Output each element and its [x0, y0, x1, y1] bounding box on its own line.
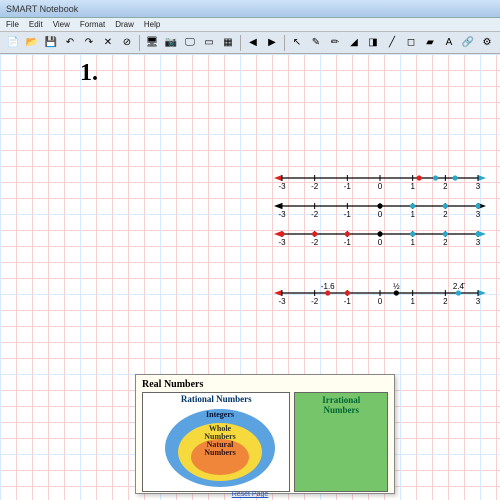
tool-line[interactable]: ╱: [383, 34, 401, 52]
real-numbers-diagram: Real Numbers Rational Numbers Integers W…: [135, 374, 395, 494]
natural-label: NaturalNumbers: [204, 441, 236, 458]
rational-column: Rational Numbers Integers WholeNumbers N…: [142, 392, 290, 492]
svg-text:0: 0: [378, 182, 383, 191]
svg-text:0: 0: [378, 297, 383, 306]
tool-redo[interactable]: ↷: [80, 34, 98, 52]
tool-arrow-l[interactable]: ◀: [244, 34, 262, 52]
tool-pointer[interactable]: ↖: [288, 34, 306, 52]
number-line-2: -3 -2 -1 0 1 2 3: [270, 192, 490, 220]
tool-arrow-r[interactable]: ▶: [263, 34, 281, 52]
tool-link[interactable]: 🔗: [459, 34, 477, 52]
number-line-bottom: -3 -2 -1 0 1 2 3 -1.6 ½ 2.4̄: [270, 279, 490, 307]
tool-delete[interactable]: ✕: [99, 34, 117, 52]
svg-text:-1: -1: [344, 182, 352, 191]
svg-text:2: 2: [443, 238, 448, 247]
svg-text:3: 3: [476, 182, 481, 191]
toolbar-separator: [240, 35, 241, 51]
number-line-3: -3 -2 -1 0 1 2 3: [270, 220, 490, 248]
rational-label: Rational Numbers: [143, 394, 289, 404]
svg-text:-3: -3: [278, 297, 286, 306]
tool-shape[interactable]: ◻: [402, 34, 420, 52]
svg-text:-3: -3: [278, 182, 286, 191]
tool-fill[interactable]: ▰: [421, 34, 439, 52]
tool-pen[interactable]: ✎: [307, 34, 325, 52]
number-line-4: -3 -2 -1 0 1 2 3 -1.6 ½ 2.4̄: [270, 279, 490, 307]
svg-text:2: 2: [443, 182, 448, 191]
svg-text:1: 1: [410, 297, 415, 306]
tool-board[interactable]: ▭: [200, 34, 218, 52]
reset-page-link[interactable]: Reset Page: [232, 491, 269, 498]
menu-item-edit[interactable]: Edit: [29, 20, 43, 29]
window-title: SMART Notebook: [6, 4, 78, 14]
menu-item-help[interactable]: Help: [144, 20, 160, 29]
tool-table[interactable]: ▦: [219, 34, 237, 52]
irrational-column: IrrationalNumbers: [294, 392, 388, 492]
tool-undo[interactable]: ↶: [61, 34, 79, 52]
svg-text:3: 3: [476, 238, 481, 247]
svg-text:2: 2: [443, 210, 448, 219]
svg-text:-2: -2: [311, 182, 319, 191]
svg-text:-2: -2: [311, 210, 319, 219]
number-lines-group-top: -3 -2 -1 0 1 2 3 -3 -2 -1 0 1 2 3 -3 -2 -1 0 1 2 3: [270, 164, 490, 248]
svg-text:2: 2: [443, 297, 448, 306]
tool-screen[interactable]: 🖥: [143, 34, 161, 52]
menu-item-format[interactable]: Format: [80, 20, 105, 29]
canvas-grid[interactable]: 1. -3-2-10123-3-2-10123-3-2-10123 -3-2-1…: [0, 54, 500, 500]
svg-text:-2: -2: [311, 297, 319, 306]
venn-title: Real Numbers: [142, 379, 388, 390]
tool-eraser[interactable]: ◨: [364, 34, 382, 52]
toolbar: 📄📂💾↶↷✕⊘ 🖥📷🖵▭▦ ◀▶ ↖✎✏◢◨╱◻▰A🔗⚙: [0, 32, 500, 54]
natural-ring: NaturalNumbers: [191, 439, 249, 475]
tool-save[interactable]: 💾: [42, 34, 60, 52]
number-line-1: -3 -2 -1 0 1 2 3: [270, 164, 490, 192]
tool-doc[interactable]: 📄: [4, 34, 22, 52]
window-titlebar: SMART Notebook: [0, 0, 500, 18]
svg-text:1: 1: [410, 182, 415, 191]
svg-text:-3: -3: [278, 238, 286, 247]
svg-text:-2: -2: [311, 238, 319, 247]
tool-close[interactable]: ⊘: [118, 34, 136, 52]
svg-text:0: 0: [378, 210, 383, 219]
tool-text[interactable]: A: [440, 34, 458, 52]
tool-hiliter[interactable]: ◢: [345, 34, 363, 52]
integers-label: Integers: [206, 411, 234, 419]
tool-pen2[interactable]: ✏: [326, 34, 344, 52]
svg-text:3: 3: [476, 297, 481, 306]
menu-item-draw[interactable]: Draw: [115, 20, 134, 29]
handwritten-text: 1.: [80, 60, 98, 87]
svg-text:1: 1: [410, 238, 415, 247]
tool-open[interactable]: 📂: [23, 34, 41, 52]
svg-text:-1: -1: [344, 297, 352, 306]
svg-text:3: 3: [476, 210, 481, 219]
svg-text:2.4̄: 2.4̄: [453, 282, 466, 291]
tool-cam[interactable]: 📷: [162, 34, 180, 52]
toolbar-separator: [284, 35, 285, 51]
menu-bar: File Edit View Format Draw Help: [0, 18, 500, 32]
svg-text:-3: -3: [278, 210, 286, 219]
toolbar-separator: [139, 35, 140, 51]
svg-text:-1: -1: [344, 210, 352, 219]
menu-item-view[interactable]: View: [53, 20, 70, 29]
svg-text:-1: -1: [344, 238, 352, 247]
tool-display[interactable]: 🖵: [181, 34, 199, 52]
irrational-label: IrrationalNumbers: [295, 395, 387, 415]
svg-text:0: 0: [378, 238, 383, 247]
menu-item-file[interactable]: File: [6, 20, 19, 29]
svg-text:1: 1: [410, 210, 415, 219]
svg-text:-1.6: -1.6: [321, 282, 335, 291]
tool-props[interactable]: ⚙: [478, 34, 496, 52]
svg-text:½: ½: [393, 282, 400, 291]
